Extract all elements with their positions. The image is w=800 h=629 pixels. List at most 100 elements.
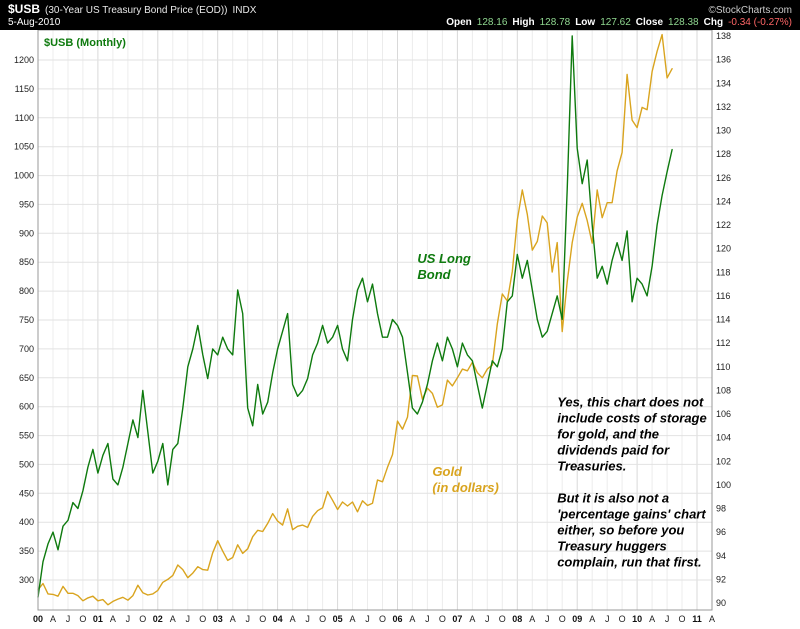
y-axis-left-label: 850 (19, 257, 34, 267)
y-axis-right-label: 108 (716, 385, 731, 395)
commentary-text: But it is also not a (557, 491, 669, 506)
x-axis-label: O (439, 614, 446, 624)
y-axis-right-label: 138 (716, 31, 731, 41)
low-value: 127.62 (600, 17, 631, 28)
y-axis-right-label: 114 (716, 315, 730, 325)
us-long-bond-label-text: US Long (417, 251, 470, 266)
y-axis-left-label: 900 (19, 228, 34, 238)
y-axis-right-label: 130 (716, 126, 731, 136)
x-axis-label: O (199, 614, 206, 624)
x-axis-label: J (485, 614, 490, 624)
chart-header: $USB (30-Year US Treasury Bond Price (EO… (0, 0, 800, 30)
x-axis-label: 04 (273, 614, 283, 624)
commentary-text: Treasuries. (557, 459, 626, 474)
commentary-text: Yes, this chart does not (557, 395, 704, 410)
y-axis-right-label: 128 (716, 149, 731, 159)
y-axis-right-label: 92 (716, 574, 726, 584)
y-axis-right-label: 122 (716, 220, 731, 230)
x-axis-label: O (678, 614, 685, 624)
y-axis-left-label: 800 (19, 286, 34, 296)
x-axis-label: J (605, 614, 610, 624)
commentary-text: Treasury huggers (557, 539, 667, 554)
exchange-tag: INDX (232, 5, 257, 16)
y-axis-left-label: 300 (19, 575, 34, 585)
x-axis-label: J (545, 614, 550, 624)
y-axis-left-label: 750 (19, 315, 34, 325)
x-axis-label: J (365, 614, 370, 624)
commentary-text: include costs of storage (557, 411, 707, 426)
x-axis-label: A (589, 614, 595, 624)
y-axis-left-label: 1050 (14, 142, 34, 152)
y-axis-right-label: 100 (716, 480, 731, 490)
x-axis-label: O (319, 614, 326, 624)
commentary-text: 'percentage gains' chart (557, 507, 706, 522)
y-axis-left-label: 950 (19, 199, 34, 209)
chart-title: (30-Year US Treasury Bond Price (EOD)) (45, 5, 228, 16)
y-axis-right-label: 104 (716, 433, 731, 443)
y-axis-left-label: 650 (19, 373, 34, 383)
x-axis-label: J (245, 614, 250, 624)
x-axis-label: A (110, 614, 116, 624)
x-axis-label: 02 (153, 614, 163, 624)
gold-in-dollars-line (37, 33, 673, 606)
plot-border (37, 29, 713, 611)
x-axis-label: A (50, 614, 56, 624)
y-axis-right-label: 110 (716, 362, 730, 372)
commentary-text: complain, run that first. (557, 555, 701, 570)
y-axis-right-label: 94 (716, 551, 726, 561)
x-axis-label: A (349, 614, 355, 624)
y-axis-right-label: 134 (716, 78, 731, 88)
x-axis-label: O (559, 614, 566, 624)
x-axis-label: O (379, 614, 386, 624)
y-axis-right-label: 116 (716, 291, 730, 301)
x-axis-label: 08 (512, 614, 522, 624)
y-axis-left-label: 550 (19, 431, 34, 441)
us-long-bond-label-text: Bond (417, 267, 451, 282)
y-axis-right-label: 106 (716, 409, 731, 419)
x-axis-label: A (529, 614, 535, 624)
y-axis-left-label: 500 (19, 459, 34, 469)
y-axis-left-label: 1150 (15, 84, 34, 94)
open-label: Open (446, 17, 472, 28)
x-axis-label: 10 (632, 614, 642, 624)
chart-date: 5-Aug-2010 (8, 17, 61, 28)
x-axis-label: J (126, 614, 131, 624)
y-axis-right-label: 102 (716, 456, 731, 466)
y-axis-left-label: 600 (19, 402, 34, 412)
gold-label-text: Gold (432, 464, 463, 479)
stockcharts-credit[interactable]: ©StockCharts.com (708, 5, 792, 16)
x-axis-label: J (186, 614, 191, 624)
title-row: $USB (30-Year US Treasury Bond Price (EO… (0, 0, 800, 16)
x-axis-label: O (619, 614, 626, 624)
y-axis-right-label: 132 (716, 102, 731, 112)
x-axis-label: 03 (213, 614, 223, 624)
x-axis-label: A (649, 614, 655, 624)
x-axis-label: A (170, 614, 176, 624)
ticker-symbol: $USB (8, 2, 41, 16)
x-axis-label: 09 (572, 614, 582, 624)
gold-label-text: (in dollars) (432, 480, 498, 495)
x-axis-label: A (409, 614, 415, 624)
x-axis-label: O (79, 614, 86, 624)
chg-value: -0.34 (-0.27%) (728, 17, 792, 28)
y-axis-left-label: 350 (19, 546, 34, 556)
quote-strip: Open 128.16 High 128.78 Low 127.62 Close… (446, 17, 792, 28)
commentary-text: dividends paid for (557, 443, 670, 458)
x-axis-label: 05 (333, 614, 343, 624)
x-axis-label: 00 (33, 614, 43, 624)
x-axis-label: 06 (392, 614, 402, 624)
x-axis-label: A (709, 614, 715, 624)
x-axis-label: 01 (93, 614, 103, 624)
y-axis-left-label: 1100 (15, 113, 34, 123)
y-axis-right-label: 112 (716, 338, 730, 348)
y-axis-left-label: 1200 (14, 55, 34, 65)
y-axis-left-label: 400 (19, 517, 34, 527)
y-axis-right-label: 98 (716, 504, 726, 514)
x-axis-label: O (499, 614, 506, 624)
x-axis-label: O (139, 614, 146, 624)
x-axis-label: 07 (452, 614, 462, 624)
close-value: 128.38 (668, 17, 699, 28)
x-axis-label: A (469, 614, 475, 624)
x-axis-label: J (665, 614, 670, 624)
